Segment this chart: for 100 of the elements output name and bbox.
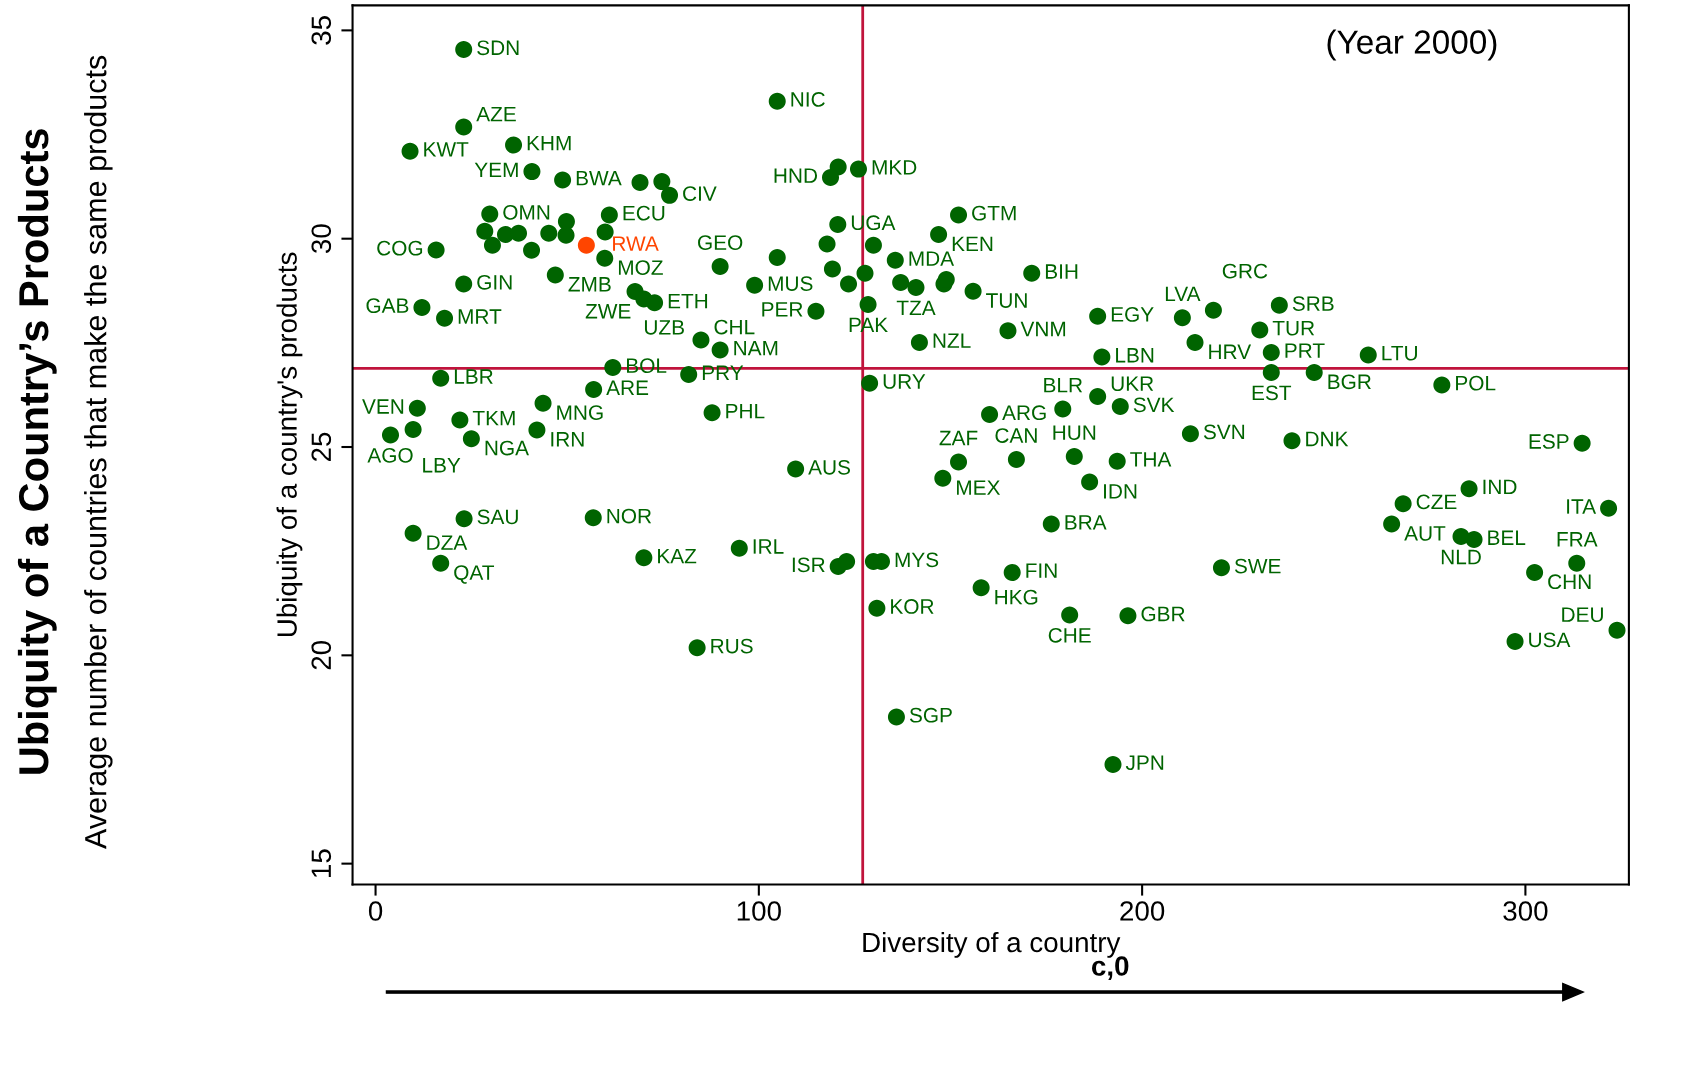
annotation: GEO (698, 235, 743, 250)
y-tick-label: 20 (311, 640, 332, 670)
annotation: SVN (1203, 424, 1245, 440)
annotation: PHL (726, 403, 765, 419)
y-tick-label: 35 (311, 16, 332, 45)
annotation: GRC (1222, 263, 1268, 279)
annotation: AUT (1404, 526, 1446, 541)
annotation: NGA (485, 440, 529, 456)
annotation: MKD (872, 160, 917, 175)
x-tick-label: 200 (1120, 901, 1165, 921)
annotation: FIN (1026, 563, 1057, 578)
annotation: KHM (527, 136, 571, 151)
annotation: AUS (808, 459, 851, 475)
annotation: LBN (1116, 348, 1154, 363)
annotation: MUS (768, 276, 813, 291)
annotation: BEL (1488, 530, 1526, 545)
annotation: ITA (1567, 499, 1597, 514)
annotation: UKR (1111, 376, 1154, 392)
annotation: YEM (474, 162, 518, 177)
annotation: GTM (972, 205, 1016, 221)
annotation: CHE (1048, 627, 1091, 643)
annotation: ECU (623, 205, 665, 221)
y-tick-label: 30 (311, 224, 332, 254)
annotation: RUS (711, 638, 753, 654)
annotation: AZE (476, 106, 516, 122)
annotation: SRB (1292, 296, 1334, 311)
annotation: TUN (986, 293, 1027, 308)
annotation: NIC (791, 92, 825, 107)
annotation: LVA (1165, 286, 1201, 302)
annotation: BWA (576, 171, 622, 186)
annotation: DEU (1562, 607, 1603, 623)
annotation: TKM (472, 410, 515, 426)
x-tick-label: 300 (1503, 901, 1548, 921)
annotation: CAN (995, 428, 1037, 443)
annotation: GAB (366, 298, 409, 314)
annotation: VEN (362, 399, 404, 414)
annotation: IRL (753, 539, 784, 554)
annotation: KAZ (658, 548, 697, 564)
annotation: UZB (644, 320, 684, 335)
annotation: NZL (933, 333, 971, 348)
annotation: GBR (1141, 606, 1185, 622)
annotation: TZA (896, 300, 936, 316)
y-tick-label: 15 (311, 849, 332, 877)
annotation: ZMB (568, 277, 611, 292)
annotation: MEX (957, 480, 1001, 495)
annotation: GIN (477, 274, 512, 290)
annotation: OMN (503, 204, 550, 220)
text: Ubiquity of a Country’s Products (17, 129, 57, 774)
annotation: ESP (1529, 434, 1569, 449)
annotation: NAM (734, 340, 778, 356)
annotation: ARG (1002, 405, 1046, 421)
annotation: ETH (668, 293, 708, 309)
x-tick-label: 0 (368, 901, 383, 921)
annotation: MDA (909, 251, 955, 266)
annotation: MYS (895, 552, 939, 568)
x-tick-label: 100 (737, 901, 781, 921)
annotation: COG (377, 240, 423, 256)
annotation: LBY (423, 458, 461, 473)
annotation: ZAF (939, 430, 978, 446)
annotation: ISR (792, 557, 825, 573)
annotation: CHL (714, 319, 755, 335)
text: c,0 (1092, 956, 1129, 980)
annotation: BGR (1328, 374, 1371, 390)
annotation: TUR (1272, 320, 1315, 336)
annotation: LTU (1382, 345, 1417, 361)
annotation: IRN (551, 432, 584, 447)
annotation: ZWE (585, 304, 631, 319)
annotation: USA (1529, 632, 1571, 648)
annotation: BIH (1045, 264, 1078, 279)
annotation: SAU (477, 509, 518, 525)
annotation: NOR (607, 508, 652, 524)
annotation: HKG (995, 589, 1038, 605)
annotation: RWA (613, 236, 659, 251)
annotation: IDN (1104, 484, 1137, 499)
annotation: CZE (1416, 494, 1457, 510)
annotation: BRA (1065, 515, 1107, 530)
annotation: HRV (1209, 344, 1252, 359)
annotation: VNM (1020, 321, 1066, 337)
annotation: MNG (557, 405, 603, 420)
annotation: PRT (1285, 343, 1325, 358)
annotation: (Year 2000) (1327, 29, 1497, 61)
annotation: SGP (909, 707, 952, 723)
annotation: EST (1252, 385, 1292, 401)
annotation: URY (883, 374, 926, 389)
annotation: THA (1130, 452, 1172, 467)
annotation: AGO (367, 447, 413, 463)
annotation: BLR (1044, 377, 1083, 393)
annotation: KOR (891, 599, 934, 614)
annotation: DNK (1306, 431, 1349, 447)
annotation: DZA (427, 535, 468, 550)
annotation: KEN (952, 236, 993, 252)
annotation: KWT (424, 142, 469, 157)
annotation: HND (774, 168, 818, 183)
annotation: SDN (477, 40, 519, 56)
x-axis-title: Diversity of a country (863, 931, 1121, 958)
annotation: FRA (1557, 532, 1598, 547)
annotation: PER (762, 302, 803, 317)
y-tick-label: 25 (311, 432, 332, 462)
annotation: POL (1456, 375, 1496, 391)
annotation: HUN (1053, 425, 1096, 440)
